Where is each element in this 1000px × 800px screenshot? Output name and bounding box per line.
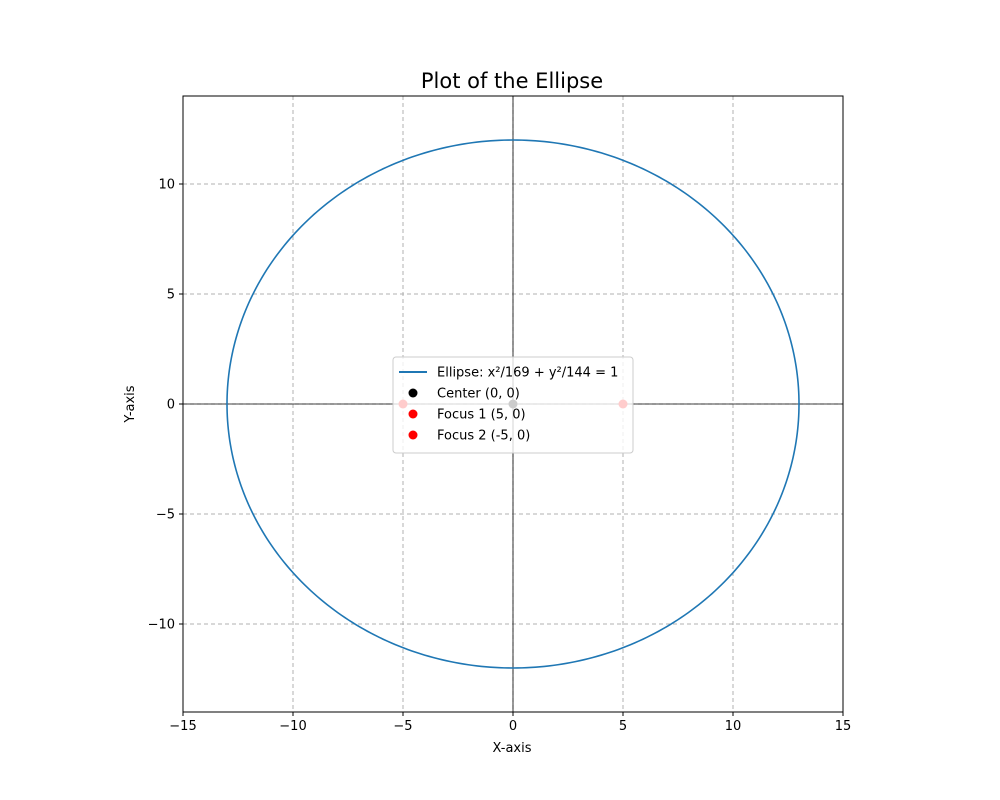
y-tick-label: 5 [167, 288, 175, 303]
legend-entry-label: Focus 1 (5, 0) [437, 408, 526, 423]
x-tick-label: 0 [509, 719, 517, 734]
y-tick-label: 0 [167, 398, 175, 413]
legend: Ellipse: x²/169 + y²/144 = 1 Center (0, 0… [392, 356, 634, 454]
legend-box [392, 356, 634, 454]
legend-swatch-marker [408, 388, 418, 398]
x-tick-label: 5 [619, 719, 627, 734]
y-axis-label: Y-axis [123, 385, 138, 423]
legend-swatch-marker [408, 430, 418, 440]
legend-swatch-marker [408, 409, 418, 419]
x-tick-label: 15 [835, 719, 852, 734]
legend-entry-label: Focus 2 (-5, 0) [437, 429, 530, 444]
y-tick-label: −5 [156, 508, 175, 523]
x-tick-label: 10 [725, 719, 742, 734]
x-axis-label: X-axis [493, 741, 532, 756]
legend-entry-label: Ellipse: x²/169 + y²/144 = 1 [437, 366, 618, 381]
x-tick-label: −5 [393, 719, 412, 734]
x-tick-label: −15 [169, 719, 196, 734]
y-tick-label: −10 [148, 618, 175, 633]
ticks: −15 −10 −5 0 5 10 15 −10 −5 0 5 10 [148, 178, 852, 735]
x-tick-label: −10 [279, 719, 306, 734]
chart-title: Plot of the Ellipse [421, 69, 603, 93]
y-tick-label: 10 [158, 178, 175, 193]
ellipse-curve [226, 139, 800, 669]
legend-entry-label: Center (0, 0) [437, 387, 520, 402]
